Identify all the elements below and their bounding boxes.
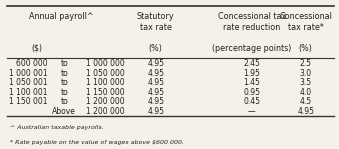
Text: 0.95: 0.95 (243, 88, 260, 97)
Text: to: to (60, 69, 68, 78)
Text: 1 200 000: 1 200 000 (86, 97, 125, 106)
Text: Concessional
tax rate*: Concessional tax rate* (279, 12, 332, 32)
Text: ^ Australian taxable payrolls.: ^ Australian taxable payrolls. (11, 125, 104, 130)
Text: Concessional tax
rate reduction: Concessional tax rate reduction (218, 12, 286, 32)
Text: to: to (60, 88, 68, 97)
Text: 1 000 000: 1 000 000 (86, 59, 125, 68)
Text: 2.45: 2.45 (243, 59, 260, 68)
Text: 4.95: 4.95 (147, 78, 164, 87)
Text: Statutory
tax rate: Statutory tax rate (137, 12, 175, 32)
Text: 1 150 000: 1 150 000 (86, 88, 125, 97)
Text: 4.95: 4.95 (147, 107, 164, 116)
Text: —: — (248, 107, 256, 116)
Text: (percentage points): (percentage points) (212, 44, 292, 53)
Text: 1 000 001: 1 000 001 (9, 69, 48, 78)
Text: (%): (%) (299, 44, 313, 53)
Text: 1 100 000: 1 100 000 (86, 78, 125, 87)
Text: 4.95: 4.95 (297, 107, 314, 116)
Text: 1 050 001: 1 050 001 (9, 78, 48, 87)
Text: 1 200 000: 1 200 000 (86, 107, 125, 116)
Text: Above: Above (52, 107, 76, 116)
Text: 2.5: 2.5 (300, 59, 312, 68)
Text: 4.95: 4.95 (147, 88, 164, 97)
Text: 4.95: 4.95 (147, 97, 164, 106)
Text: 1.45: 1.45 (243, 78, 260, 87)
Text: * Rate payable on the value of wages above $600 000.: * Rate payable on the value of wages abo… (11, 140, 184, 145)
Text: 3.0: 3.0 (300, 69, 312, 78)
Text: to: to (60, 59, 68, 68)
Text: 1 050 000: 1 050 000 (86, 69, 125, 78)
Text: 1 150 001: 1 150 001 (9, 97, 48, 106)
Text: 1 100 001: 1 100 001 (9, 88, 48, 97)
Text: (%): (%) (149, 44, 163, 53)
Text: 3.5: 3.5 (300, 78, 312, 87)
Text: ($): ($) (31, 44, 42, 53)
Text: 1.95: 1.95 (243, 69, 260, 78)
Text: 4.5: 4.5 (300, 97, 312, 106)
Text: 4.95: 4.95 (147, 69, 164, 78)
Text: 0.45: 0.45 (243, 97, 260, 106)
Text: to: to (60, 78, 68, 87)
Text: 4.0: 4.0 (300, 88, 312, 97)
Text: to: to (60, 97, 68, 106)
Text: 600 000: 600 000 (16, 59, 48, 68)
Text: 4.95: 4.95 (147, 59, 164, 68)
Text: Annual payroll^: Annual payroll^ (29, 12, 93, 21)
